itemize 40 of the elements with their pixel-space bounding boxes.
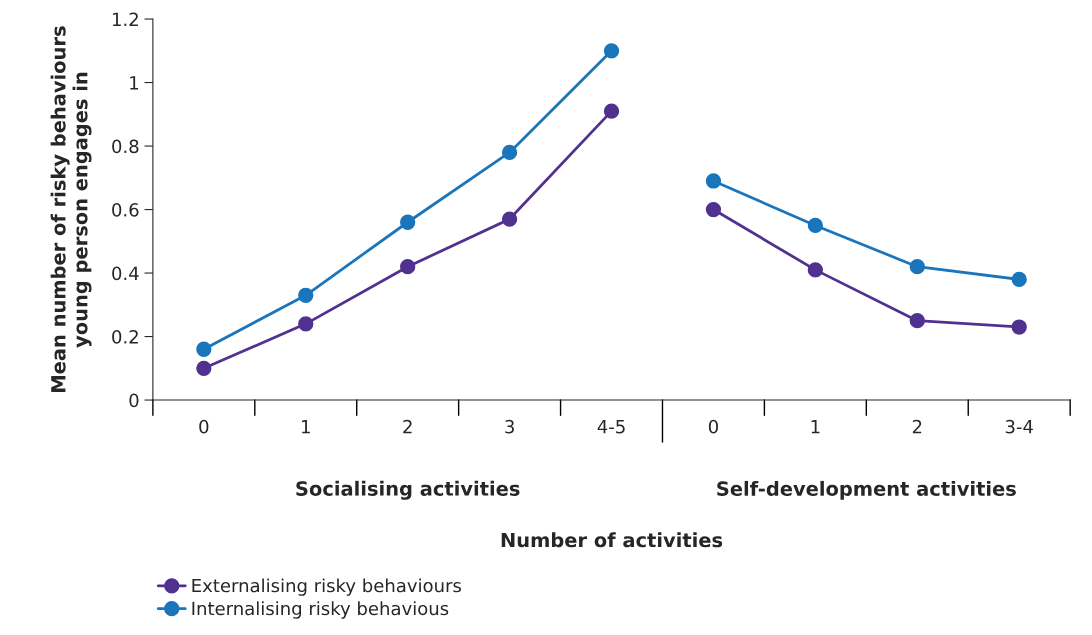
x-tick-label: 1 [302,420,310,434]
point [807,217,823,234]
point [501,144,518,161]
x-tick-label: 1 [811,420,820,434]
x-tick-label: 3-4 [1005,419,1033,434]
y-tick-label: 0.6 [112,203,139,217]
x-tick-label: 2 [912,419,922,434]
y-tick-label: 0.8 [112,139,139,154]
x-tick-label: 4-5 [597,420,625,434]
y-tick-label: 1 [130,76,139,90]
point [196,360,212,376]
point [298,316,314,332]
x-tick-label: 2 [403,419,412,434]
x-tick-label: 0 [199,419,209,434]
point [603,43,620,59]
x-tick-label: 0 [708,419,718,434]
point [909,259,925,275]
point [705,201,722,218]
point [1011,271,1027,288]
legend-label: Internalising risky behavious [192,601,449,619]
point [501,211,518,227]
y-tick-label: 1.2 [112,12,138,26]
point [1011,319,1027,335]
point [807,262,823,278]
text: Self-development activities [717,480,1016,500]
legend-label: Externalising risky behaviours [192,578,461,596]
point [909,313,925,329]
y-axis-title: Mean number of risky behaviours young person engages in [50,26,92,392]
point [705,173,722,189]
point [196,341,212,357]
point [298,287,314,303]
y-tick-label: 0 [129,393,139,408]
x-tick-label: 3 [505,419,514,434]
text: Number of activities [501,532,723,548]
y-tick-label: 0.2 [112,330,138,344]
point [603,103,620,119]
point [400,214,416,230]
y-tick-label: 0.4 [112,266,139,281]
text: Socialising activities [296,480,520,500]
point [400,259,416,275]
